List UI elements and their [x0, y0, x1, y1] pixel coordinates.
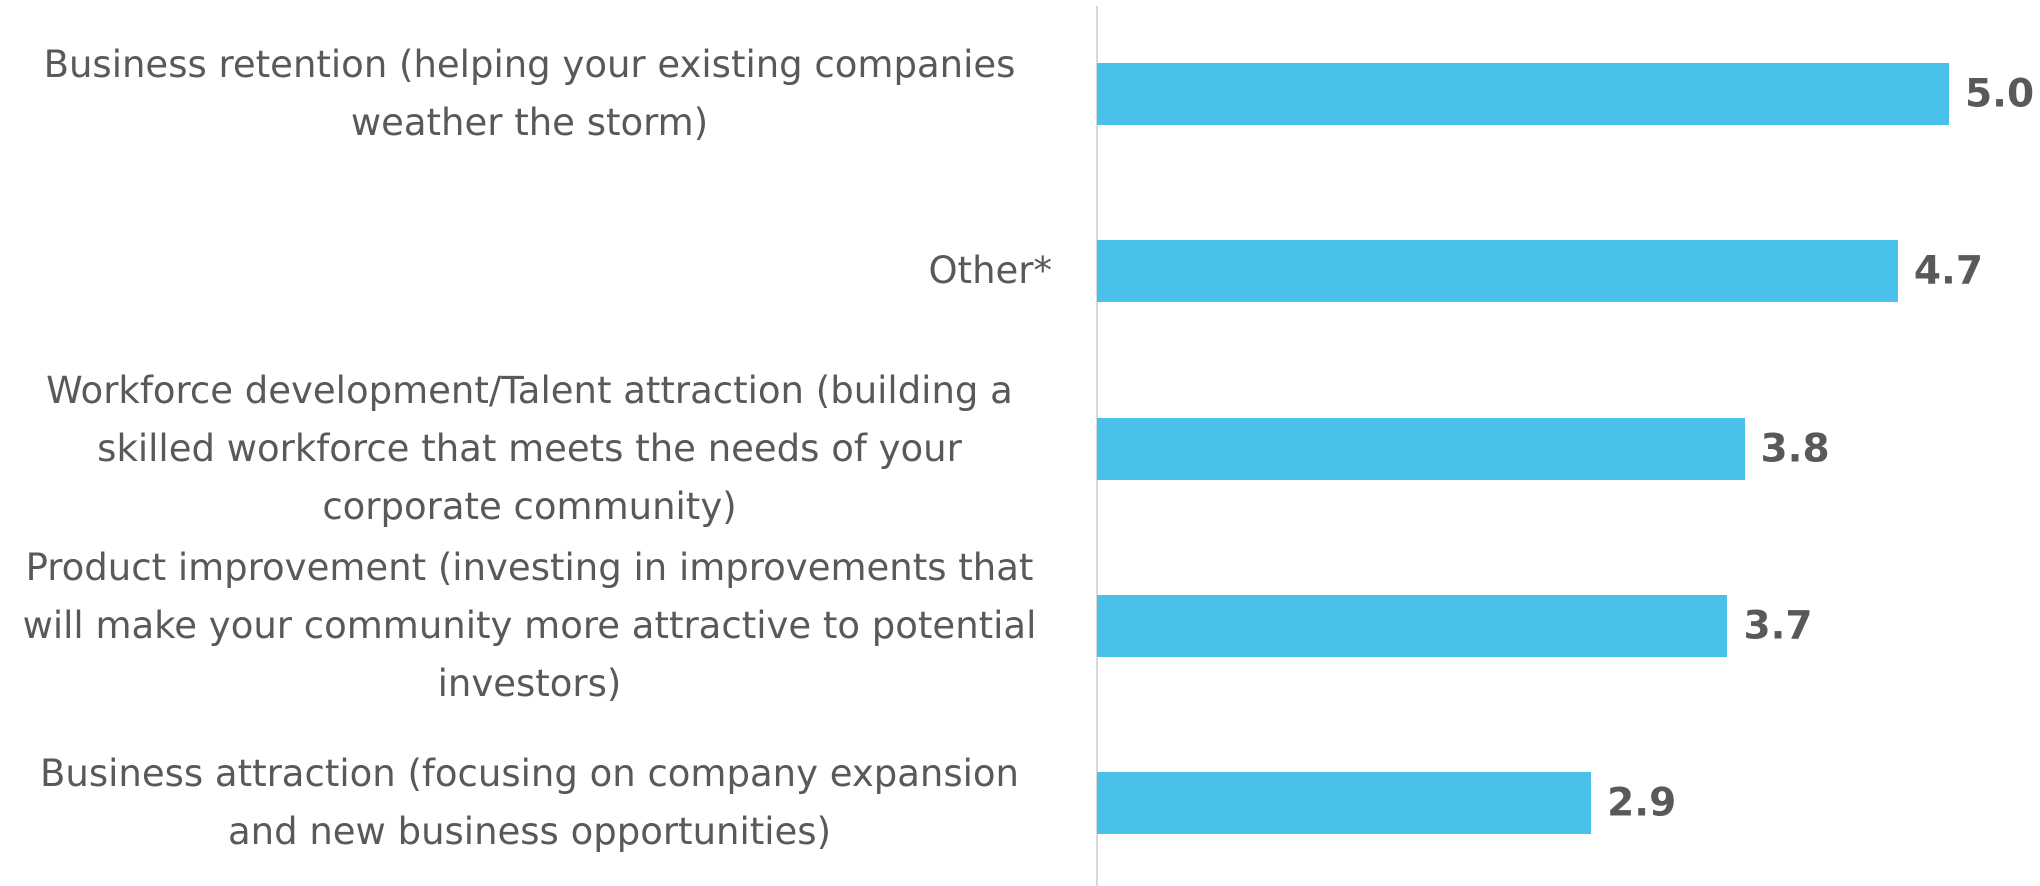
bar — [1097, 772, 1592, 834]
category-label: Business retention (helping your existin… — [7, 36, 1052, 152]
value-label: 3.7 — [1743, 603, 1813, 649]
value-label: 5.0 — [1965, 71, 2035, 117]
value-label: 2.9 — [1607, 780, 1677, 826]
value-label: 4.7 — [1913, 248, 1983, 294]
bar — [1097, 240, 1898, 303]
bar — [1097, 417, 1745, 480]
category-label: Business attraction (focusing on company… — [7, 745, 1052, 861]
category-text: Other* — [928, 249, 1052, 293]
category-label: Workforce development/Talent attraction … — [7, 362, 1052, 536]
bar — [1097, 594, 1728, 657]
category-text: Workforce development/Talent attraction … — [46, 368, 1013, 528]
category-label: Other* — [7, 242, 1052, 300]
category-text: Business retention (helping your existin… — [43, 43, 1016, 144]
category-text: Business attraction (focusing on company… — [39, 752, 1020, 853]
category-text: Product improvement (investing in improv… — [22, 545, 1037, 705]
value-label: 3.8 — [1760, 426, 1830, 471]
category-label: Product improvement (investing in improv… — [7, 539, 1052, 713]
bar — [1097, 63, 1949, 125]
